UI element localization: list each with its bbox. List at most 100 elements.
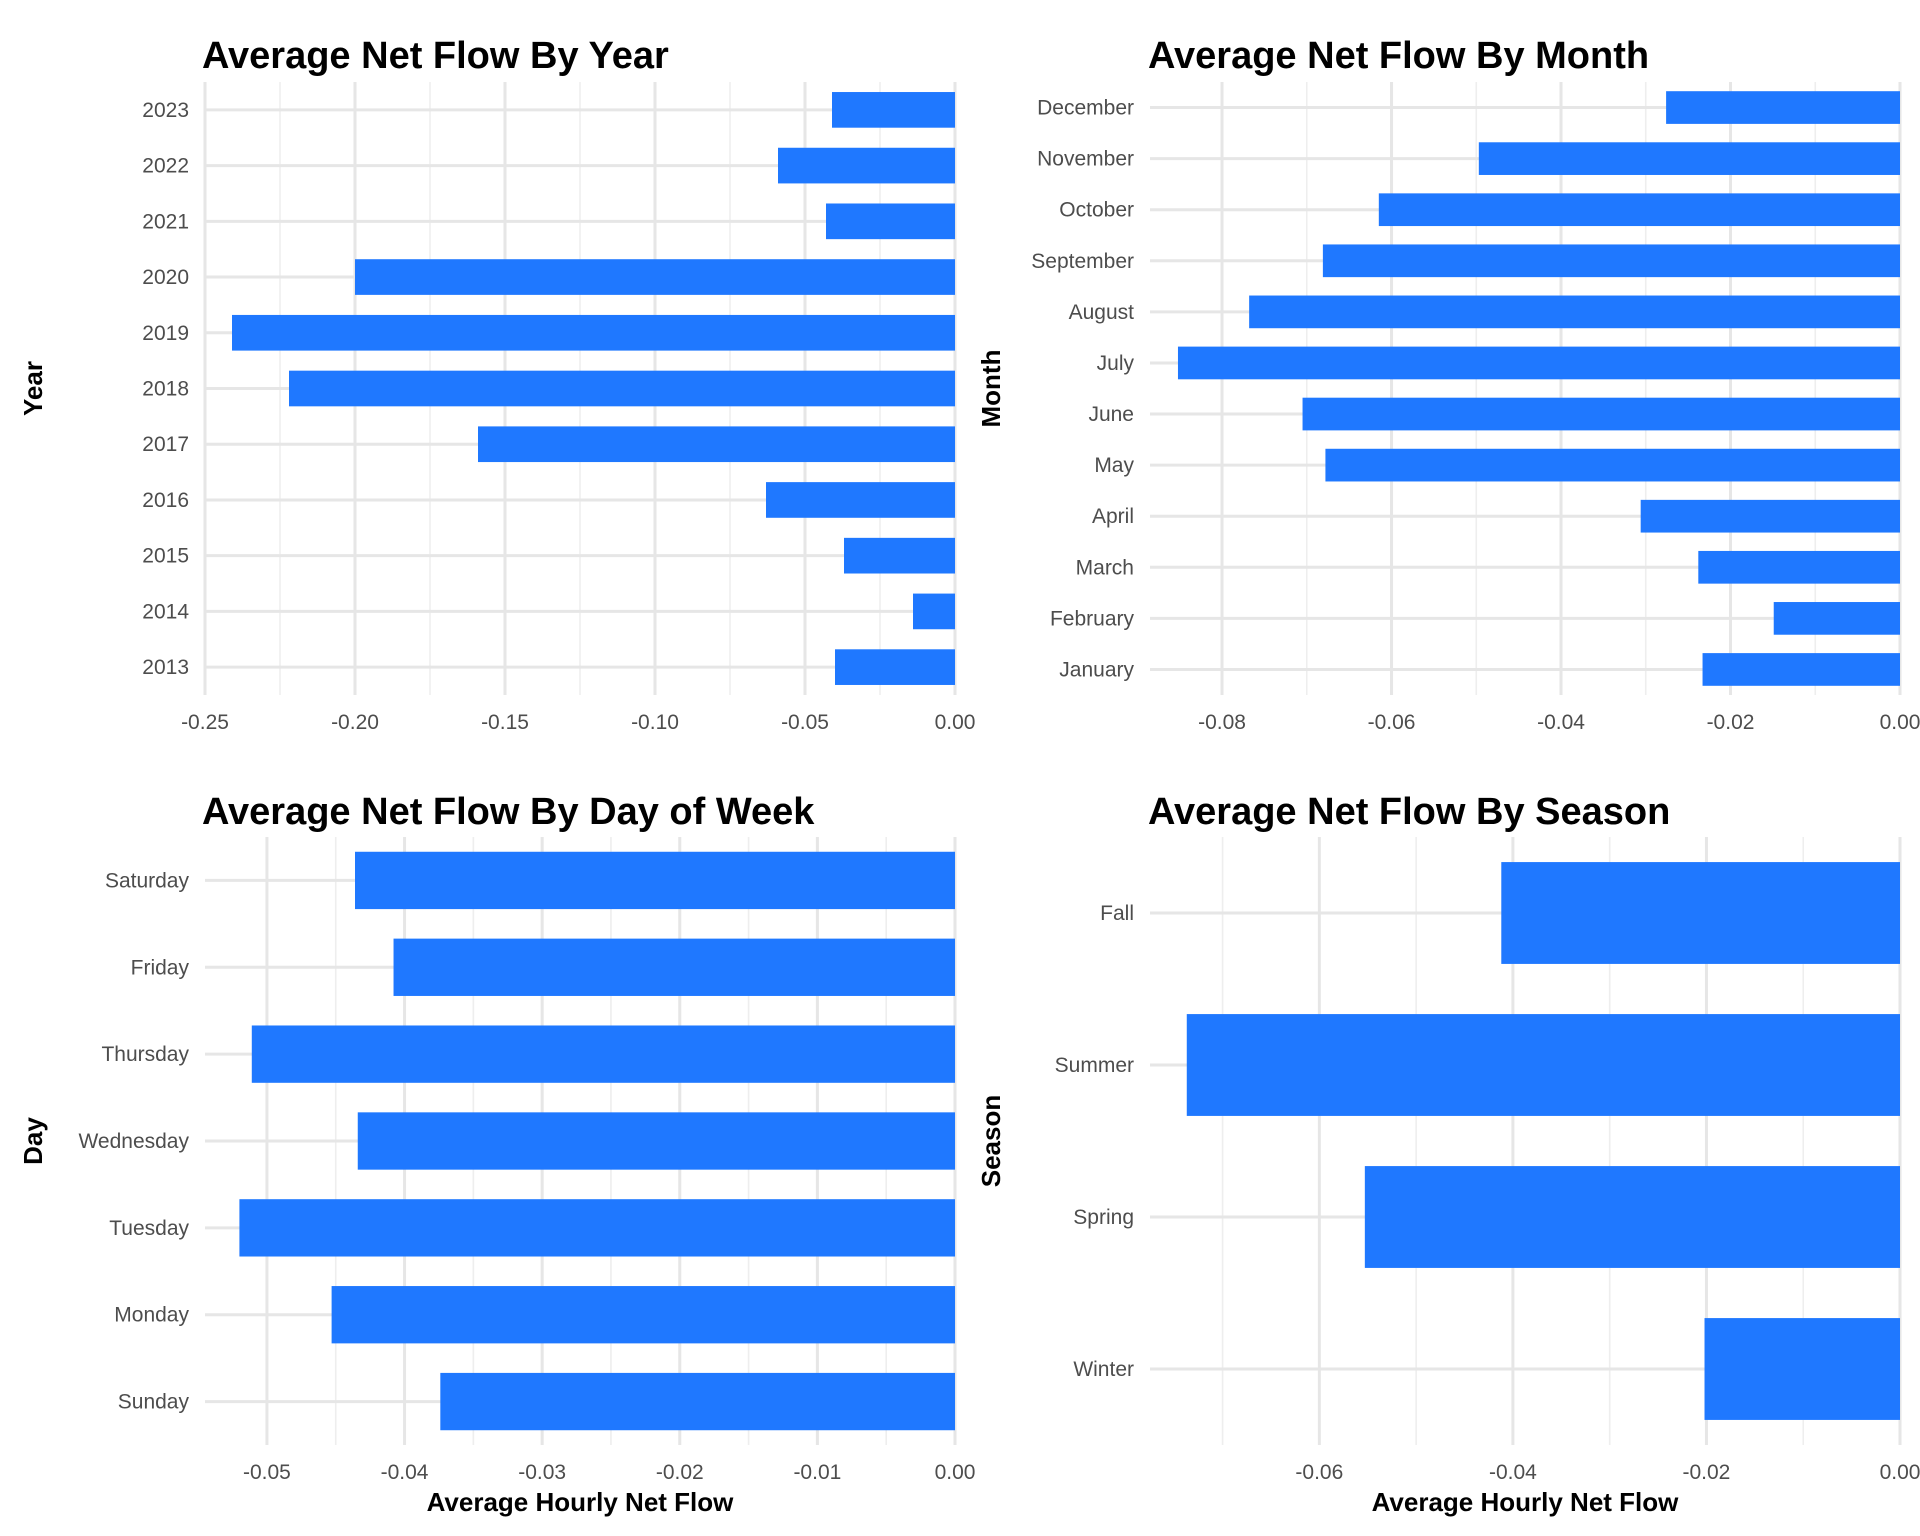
x-tick-label: 0.00 [935, 1461, 976, 1484]
bar-friday [393, 938, 955, 996]
y-tick-label: Tuesday [109, 1217, 189, 1240]
y-tick-label: October [1059, 199, 1134, 222]
bar-saturday [355, 851, 955, 910]
y-tick-label: March [1076, 556, 1134, 579]
y-tick-label: 2014 [142, 600, 189, 623]
bar-august [1249, 295, 1900, 329]
x-tick-label: -0.02 [1707, 711, 1755, 734]
x-tick-label: -0.02 [656, 1461, 704, 1484]
bar-spring [1364, 1166, 1900, 1268]
y-tick-label: September [1031, 250, 1134, 273]
y-tick-label: August [1069, 301, 1135, 324]
x-axis-label: Average Hourly Net Flow [1372, 1487, 1680, 1517]
y-tick-label: Wednesday [78, 1130, 189, 1153]
y-tick-label: Winter [1073, 1358, 1134, 1381]
bar-fall [1501, 862, 1900, 964]
bar-2020 [355, 259, 955, 295]
chart-title: Average Net Flow By Season [1148, 791, 1670, 833]
bar-october [1378, 193, 1900, 227]
bar-summer [1186, 1014, 1900, 1116]
x-tick-label: -0.04 [1489, 1461, 1537, 1484]
y-axis-label: Month [976, 350, 1006, 428]
x-tick-label: -0.04 [381, 1461, 429, 1484]
y-tick-label: 2020 [142, 266, 189, 289]
bar-wednesday [357, 1112, 955, 1170]
y-tick-label: 2017 [142, 433, 189, 456]
bar-thursday [251, 1025, 955, 1083]
y-tick-label: 2018 [142, 378, 189, 401]
bar-december [1666, 91, 1900, 124]
x-tick-label: -0.01 [793, 1461, 841, 1484]
y-tick-label: 2021 [142, 210, 189, 233]
y-axis-label: Year [18, 361, 48, 416]
bar-2019 [232, 314, 955, 351]
y-tick-label: May [1094, 454, 1134, 477]
y-tick-label: Spring [1073, 1206, 1134, 1229]
chart-panel-1: 2013 2014 2015 2016 2017 2018 2019 2020 2021 2022… [18, 35, 975, 734]
y-axis-label: Season [976, 1095, 1006, 1188]
x-tick-label: -0.20 [331, 711, 379, 734]
x-tick-label: -0.03 [518, 1461, 566, 1484]
y-tick-label: 2016 [142, 489, 189, 512]
bar-november [1478, 142, 1900, 175]
y-tick-label: 2015 [142, 545, 189, 568]
bar-2021 [826, 203, 955, 240]
x-tick-label: -0.02 [1683, 1461, 1731, 1484]
bar-2015 [844, 537, 955, 574]
bar-sunday [440, 1372, 955, 1431]
chart-title: Average Net Flow By Year [202, 35, 669, 77]
y-tick-label: 2019 [142, 322, 189, 345]
y-axis-label: Day [18, 1117, 48, 1165]
x-tick-label: 0.00 [1880, 711, 1920, 734]
bar-2016 [766, 482, 955, 518]
chart-title: Average Net Flow By Month [1148, 35, 1649, 77]
y-tick-label: February [1050, 607, 1135, 630]
bar-may [1325, 448, 1900, 482]
x-tick-label: -0.06 [1368, 711, 1416, 734]
bar-2022 [778, 147, 955, 184]
y-tick-label: Friday [131, 956, 190, 979]
x-tick-label: 0.00 [1880, 1461, 1920, 1484]
x-tick-label: -0.05 [781, 711, 829, 734]
y-tick-label: Summer [1055, 1054, 1134, 1077]
bar-winter [1704, 1318, 1900, 1420]
bar-2013 [835, 649, 955, 685]
x-tick-label: -0.06 [1295, 1461, 1343, 1484]
y-tick-label: July [1097, 352, 1135, 375]
chart-panel-2: January February March April May June July Augu… [976, 35, 1920, 734]
y-tick-label: Fall [1100, 902, 1134, 925]
y-tick-label: June [1088, 403, 1134, 426]
bar-june [1302, 397, 1900, 431]
y-tick-label: November [1037, 148, 1134, 171]
x-tick-label: -0.10 [631, 711, 679, 734]
y-tick-label: Saturday [105, 869, 190, 892]
x-tick-label: -0.15 [481, 711, 529, 734]
x-tick-label: -0.25 [181, 711, 229, 734]
bar-2014 [913, 593, 955, 630]
bar-april [1640, 499, 1900, 533]
y-tick-label: December [1037, 97, 1134, 120]
chart-title: Average Net Flow By Day of Week [202, 791, 815, 833]
x-tick-label: -0.05 [243, 1461, 291, 1484]
x-tick-label: -0.08 [1198, 711, 1246, 734]
bar-2017 [478, 426, 955, 463]
bar-2018 [289, 370, 955, 407]
x-tick-label: 0.00 [935, 711, 976, 734]
bar-tuesday [239, 1199, 955, 1257]
y-tick-label: 2023 [142, 99, 189, 122]
y-tick-label: Monday [114, 1304, 189, 1327]
y-tick-label: January [1059, 658, 1134, 681]
bar-september [1322, 244, 1900, 278]
y-tick-label: 2022 [142, 155, 189, 178]
y-tick-label: Thursday [101, 1043, 189, 1066]
bar-monday [331, 1286, 956, 1344]
x-tick-label: -0.04 [1537, 711, 1585, 734]
x-axis-label: Average Hourly Net Flow [427, 1487, 735, 1517]
bar-february [1773, 602, 1900, 635]
bar-july [1177, 346, 1900, 380]
chart-panel-4: Winter Spring Summer Fall -0.06 -0.04 -0.02 0.0… [976, 791, 1920, 1517]
y-tick-label: Sunday [118, 1391, 190, 1414]
bar-january [1702, 653, 1900, 686]
